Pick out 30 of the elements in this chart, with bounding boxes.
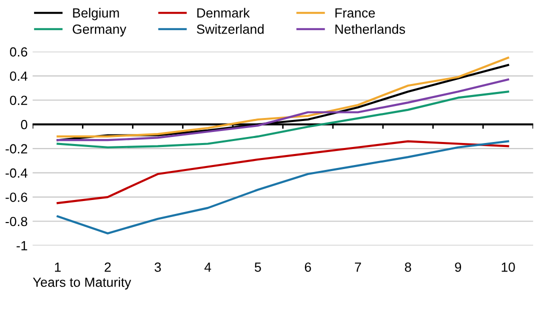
line-series <box>56 78 510 142</box>
x-tick-label: 7 <box>354 262 361 272</box>
x-tick-label: 10 <box>502 262 515 272</box>
y-tick-label: -0.2 <box>6 144 28 154</box>
line-series <box>56 90 510 148</box>
x-axis-title: Years to Maturity <box>32 277 132 290</box>
line-series <box>56 140 510 204</box>
legend-label: France <box>335 8 375 18</box>
x-tick-label: 8 <box>404 262 412 272</box>
y-tick-label: 0.6 <box>10 47 28 57</box>
y-tick-label: -0.4 <box>6 168 28 178</box>
x-tick-label: 6 <box>304 262 311 272</box>
y-tick-label: 0.2 <box>10 96 28 106</box>
y-tick-label: -0.8 <box>6 216 28 226</box>
y-tick-label: 0 <box>20 120 28 130</box>
legend-label: Netherlands <box>335 24 406 34</box>
x-tick-label: 3 <box>154 262 161 272</box>
legend-label: Germany <box>72 24 126 36</box>
x-tick-label: 1 <box>55 262 61 272</box>
y-tick-label: -1 <box>16 241 28 250</box>
y-tick-label: 0.4 <box>10 71 28 81</box>
x-tick-label: 9 <box>455 262 462 272</box>
line-series <box>56 140 510 234</box>
legend-label: Denmark <box>197 8 250 18</box>
y-tick-label: -0.6 <box>6 192 28 202</box>
legend-label: Switzerland <box>196 24 264 34</box>
x-tick-label: 2 <box>104 262 111 272</box>
x-tick-label: 5 <box>254 262 261 272</box>
x-tick-label: 4 <box>204 262 212 272</box>
legend-label: Belgium <box>73 8 119 20</box>
